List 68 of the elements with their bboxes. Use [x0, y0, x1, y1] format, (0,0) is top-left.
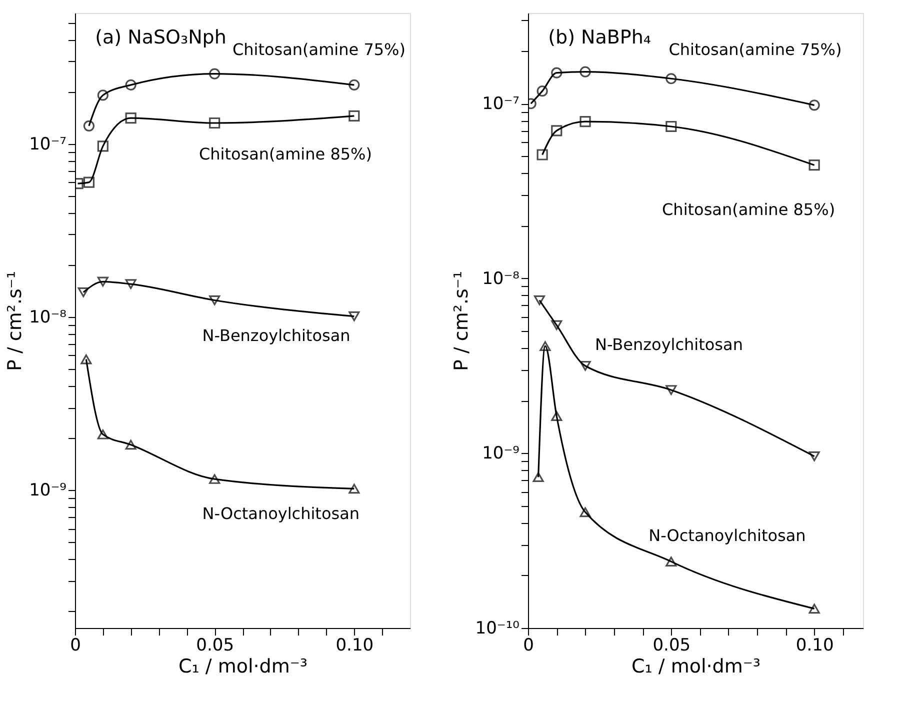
text: (a) NaSO₃Nph	[95, 26, 226, 49]
point	[666, 556, 677, 566]
point	[348, 484, 360, 494]
point	[808, 160, 820, 171]
y-tick-label: 10⁻⁷	[482, 94, 520, 114]
y-axis-title: P / cm².s⁻¹	[4, 270, 26, 372]
point	[666, 385, 677, 395]
point	[551, 125, 562, 136]
point	[125, 440, 136, 450]
point	[125, 112, 136, 124]
point	[551, 320, 562, 330]
point	[97, 429, 108, 440]
point	[580, 507, 591, 518]
point	[209, 295, 220, 306]
point	[536, 149, 548, 160]
y-tick-label: 10⁻⁹	[482, 444, 520, 464]
point	[125, 279, 136, 289]
x-axis-title: C₁ / mol·dm⁻³	[631, 656, 761, 678]
series-label: N-Octanoylchitosan	[202, 504, 360, 524]
point	[348, 110, 360, 122]
point	[666, 120, 677, 132]
point	[83, 176, 94, 188]
x-tick-label: 0.05	[652, 636, 691, 656]
x-tick-label: 0	[523, 636, 534, 656]
x-tick-label: 0	[70, 636, 81, 656]
series-label: N-Benzoylchitosan	[595, 335, 743, 354]
x-tick-label: 0.05	[196, 636, 234, 656]
y-axis-title: P / cm².s⁻¹	[450, 270, 472, 372]
point	[534, 295, 545, 306]
point	[540, 341, 551, 352]
point	[580, 116, 591, 128]
point	[666, 73, 677, 84]
y-tick-label: 10⁻¹⁰	[475, 618, 520, 638]
point	[532, 472, 544, 482]
point	[348, 311, 360, 322]
point	[83, 120, 94, 132]
x-tick-label: 0.10	[796, 636, 834, 656]
point	[551, 411, 562, 422]
text: Chitosan(amine 85%)	[662, 200, 836, 219]
point	[80, 354, 92, 364]
point	[97, 90, 108, 101]
series-label: N-Benzoylchitosan	[202, 326, 350, 345]
text: (b) NaBPh₄	[548, 26, 652, 49]
point	[209, 68, 220, 80]
point	[78, 287, 89, 298]
point	[808, 604, 820, 614]
point	[580, 66, 591, 78]
series-label: Chitosan(amine 75%)	[668, 40, 842, 59]
series-label: N-Octanoylchitosan	[648, 526, 806, 545]
x-tick-label: 0.10	[336, 636, 374, 656]
point	[97, 276, 108, 287]
point	[580, 360, 591, 371]
point	[125, 79, 136, 90]
point	[209, 117, 220, 129]
point	[97, 140, 108, 152]
point	[209, 474, 220, 484]
x-axis-title: C₁ / mol·dm⁻³	[178, 656, 308, 678]
series-label: Chitosan(amine 85%)	[198, 144, 372, 164]
series-label: Chitosan(amine 75%)	[232, 40, 406, 59]
point	[808, 100, 820, 111]
point	[348, 79, 360, 90]
point	[536, 86, 548, 97]
point	[808, 451, 820, 462]
y-tick-label: 10⁻⁸	[482, 268, 520, 289]
point	[551, 67, 562, 78]
y-tick-label: 10⁻⁸	[29, 308, 67, 328]
y-tick-label: 10⁻⁷	[29, 134, 67, 154]
y-tick-label: 10⁻⁹	[29, 480, 67, 501]
